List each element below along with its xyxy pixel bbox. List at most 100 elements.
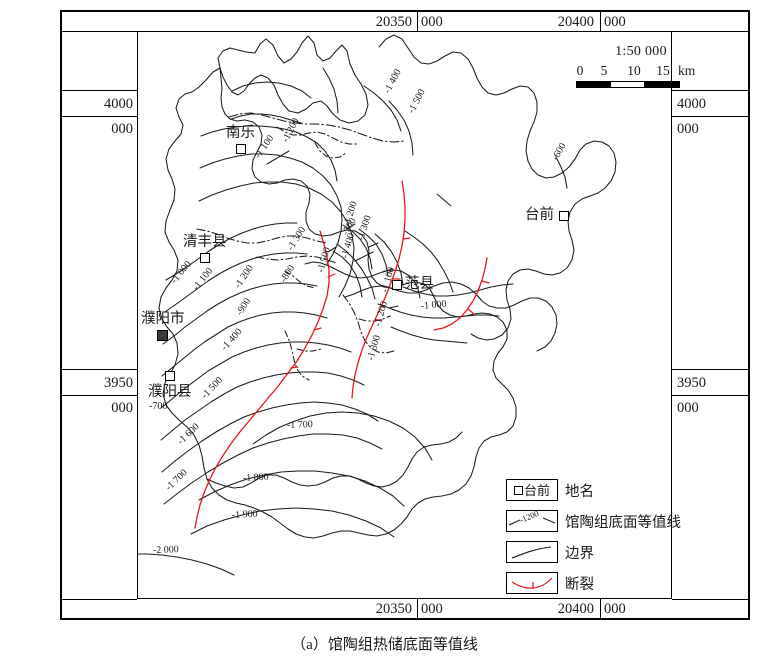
graticule-rule-right-1	[672, 116, 750, 117]
boundary-east-lower	[344, 281, 558, 352]
contour-tick-1	[345, 223, 356, 230]
scale-bar: 1:50 000 0 5 10 15 km	[566, 44, 716, 88]
fault-line-west	[194, 230, 330, 529]
boundary-dashdot-mid5	[296, 348, 322, 352]
scale-unit: km	[678, 63, 696, 78]
graticule-rule-right-2	[672, 369, 750, 370]
legend-key-boundary	[506, 541, 558, 563]
contour-minus-1100n	[200, 125, 338, 182]
graticule-rule-right-0	[672, 90, 750, 91]
contour-line-icon: -1200	[508, 511, 556, 526]
contour-central-1300	[358, 228, 389, 277]
contour-nanle-1100	[231, 81, 312, 99]
contour-minus-1100	[164, 252, 308, 313]
boundary-dashdot-nw3	[314, 142, 347, 159]
contour-connector-1	[266, 150, 290, 165]
legend-row-contour: -1200 馆陶组底面等值线	[506, 508, 681, 534]
hollow-square-icon	[199, 253, 210, 264]
legend-row-fault: 断裂	[506, 570, 666, 596]
place-name-taiqian: 台前	[525, 207, 554, 223]
contour-label--1900: -1 900	[232, 509, 258, 521]
graticule-rule-top-v2	[600, 10, 601, 31]
graticule-rule-left-0	[60, 90, 137, 91]
place-name-fanxian: 范县	[405, 276, 434, 292]
fault-tick-e1	[402, 237, 411, 240]
place-label-fanxian: 范县	[392, 277, 434, 292]
boundary-dashdot-mid3	[284, 270, 316, 289]
legend-contour-value: -1200	[518, 511, 540, 525]
contour-minus-1200	[162, 282, 318, 345]
contour-minus-1300n	[198, 181, 355, 298]
contour-label--1800: -1 800	[243, 472, 269, 484]
scale-bar-graphic	[576, 81, 680, 88]
map-neatline-inner	[137, 31, 672, 599]
graticule-label-right-2-value: 3950	[677, 374, 706, 391]
contour-minus-1800	[198, 470, 405, 507]
contour-minus-1600	[161, 401, 379, 473]
scale-tick-labels: 0 5 10 15 km	[566, 63, 716, 79]
contour-label--600e: -600	[550, 141, 569, 162]
contour-connector-3	[436, 193, 452, 207]
legend-key-place-text: 台前	[523, 482, 550, 498]
boundary-dashdot-mid	[196, 228, 328, 244]
graticule-label-right-2-sub: 000	[677, 399, 699, 416]
contour-minus-1700-arc	[252, 411, 433, 461]
contour-label--1400n: -1 400	[382, 67, 404, 95]
contour-label--1300c: -1 300	[355, 214, 373, 242]
place-label-puyang-city: 濮阳市	[141, 312, 185, 342]
contour-label--1700a: -1 700	[287, 419, 313, 431]
graticule-rule-bot-v2	[600, 599, 601, 620]
contour-minus-1500	[160, 371, 365, 441]
boundary-dashdot-nw	[228, 112, 406, 143]
boundary-middle	[304, 261, 421, 299]
contour-tick-5	[327, 246, 337, 253]
place-marker-puyang-city	[141, 328, 185, 343]
legend-key-place-name: 台前	[506, 479, 558, 501]
contour-minus-1400	[160, 341, 352, 409]
contour-nanle-1400	[363, 85, 402, 132]
graticule-label-top-1-sub: 000	[421, 14, 443, 31]
scale-tick-3: 15	[656, 63, 670, 78]
boundary-dashdot-mid4	[284, 330, 310, 381]
scale-tick-0: 0	[576, 63, 584, 78]
scale-tick-1: 5	[600, 63, 608, 78]
fault-tick-w3	[290, 366, 299, 369]
fault-line-icon	[511, 577, 553, 589]
contour-label--1500c: -1 500	[315, 246, 333, 274]
graticule-rule-left-3	[60, 395, 137, 396]
boundary-nanle-lobe	[217, 35, 369, 124]
graticule-rule-right-3	[672, 395, 750, 396]
contour-label--900e: -900	[234, 296, 253, 317]
map-legend: 台前 地名 -1200 馆陶组底面等值线 边界	[506, 477, 681, 601]
place-marker-nanle	[226, 142, 255, 157]
boundary-line-icon	[511, 546, 552, 559]
hollow-square-icon	[164, 370, 175, 381]
boundary-dashdot-mid2	[256, 255, 338, 264]
hollow-square-icon	[392, 279, 402, 290]
legend-key-contour: -1200	[506, 510, 558, 532]
graticule-rule-top-right	[672, 31, 750, 32]
legend-key-fault	[506, 572, 558, 594]
contour-minus-1000	[165, 222, 298, 281]
fault-tick-w2	[313, 327, 322, 331]
contour-tick-4	[388, 305, 399, 309]
map-neatline-outer	[60, 10, 750, 620]
contour-label--1200w: -1 200	[232, 263, 256, 291]
contour-minus-600e	[555, 156, 568, 189]
figure-caption: （a）馆陶组热储底面等值线	[291, 637, 478, 653]
place-label-nanle: 南乐	[226, 126, 255, 156]
fault-line-east	[351, 180, 406, 399]
graticule-label-left-2-value: 3950	[104, 374, 133, 391]
place-name-puyang-county: 濮阳县	[148, 383, 192, 400]
graticule-rule-top-v1	[417, 10, 418, 31]
hollow-square-icon	[559, 210, 569, 221]
graticule-rule-left-1	[60, 116, 137, 117]
graticule-rule-bot-v1	[417, 599, 418, 620]
legend-label-place-name: 地名	[565, 483, 594, 500]
scale-tick-2: 10	[627, 63, 641, 78]
fault-line-ne	[433, 257, 488, 331]
contour-label--1500w: -1 500	[199, 375, 225, 401]
scale-ratio-label: 1:50 000	[615, 44, 667, 59]
contour-label--1300w: -1 300	[285, 225, 308, 253]
